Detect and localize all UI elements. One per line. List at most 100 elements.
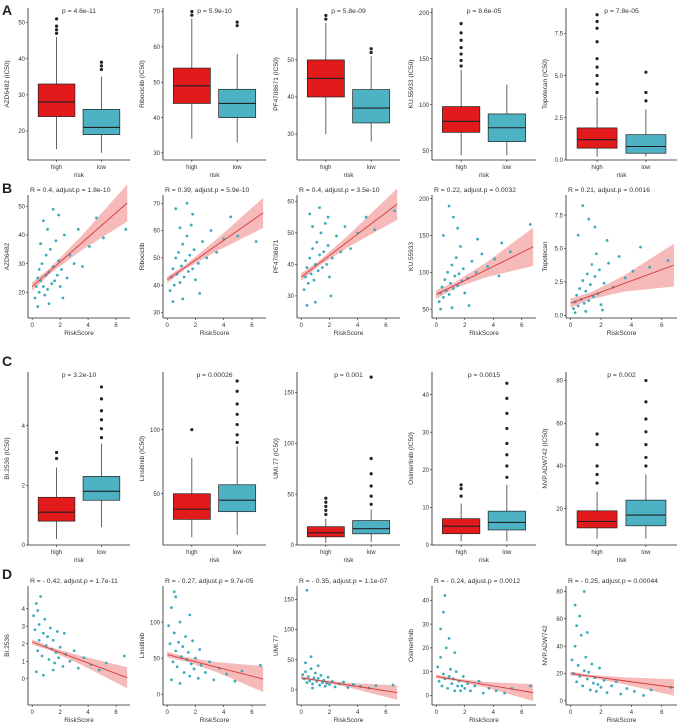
box-low xyxy=(625,499,667,527)
chart-title: R = - 0.42, adjust.p = 1.7e-11 xyxy=(30,578,118,585)
y-tick-label: 20 xyxy=(556,507,563,513)
data-point xyxy=(174,207,178,211)
outlier-point xyxy=(235,402,239,406)
data-point xyxy=(191,212,195,216)
data-point xyxy=(184,635,187,638)
y-tick-label: 150 xyxy=(284,597,295,603)
y-tick-label: 60 xyxy=(556,421,563,427)
data-point xyxy=(72,649,76,653)
data-point xyxy=(170,678,173,682)
data-point xyxy=(174,595,178,599)
x-axis-title: risk xyxy=(209,172,220,179)
data-point xyxy=(57,213,61,217)
data-point xyxy=(591,295,595,299)
data-point xyxy=(181,645,185,648)
outlier-point xyxy=(324,500,328,504)
boxplot-umi-77: 0 50 100 150 risk UMI.77 (IC50) p = 0.001 high l… xyxy=(273,372,400,564)
data-point xyxy=(43,293,47,297)
data-point xyxy=(81,265,84,268)
regression-line xyxy=(436,246,534,295)
y-tick-label: 40 xyxy=(422,598,429,604)
data-point xyxy=(44,644,48,647)
data-point xyxy=(305,681,309,685)
x-tick-label: low xyxy=(97,550,107,556)
x-tick-label: 6 xyxy=(520,323,524,329)
y-axis-title: Linsitinib (IC50) xyxy=(139,436,146,481)
data-point xyxy=(72,262,76,266)
box-low xyxy=(625,134,667,154)
y-axis-title: UMI.77 (IC50) xyxy=(273,438,280,479)
data-point xyxy=(189,223,193,227)
data-point xyxy=(315,240,319,244)
x-tick-label: high xyxy=(320,550,331,556)
boxplot-ku-55933: 50 100 150 200 risk KU.55933 (IC50) p = 8.6e-0… xyxy=(408,8,536,179)
data-point xyxy=(617,255,621,258)
x-tick-label: 4 xyxy=(630,323,634,329)
boxplot-topotecan: 0.0 2.5 5.0 7.5 risk Topotecan (IC50) p = 7.8e… xyxy=(542,8,677,179)
outlier-point xyxy=(595,13,599,17)
data-point xyxy=(205,256,209,260)
data-point xyxy=(602,281,606,285)
confidence-band xyxy=(167,651,264,693)
box-low xyxy=(487,510,526,531)
data-point xyxy=(76,227,80,231)
data-point xyxy=(184,259,187,262)
y-tick-label: 80 xyxy=(556,590,563,596)
data-point xyxy=(451,215,455,219)
data-point xyxy=(570,658,574,662)
box-low xyxy=(352,520,391,535)
confidence-band xyxy=(436,674,534,701)
data-point xyxy=(40,262,44,266)
scatter-bi-2536: R = - 0.42, adjust.p = 1.7e-11 0 1 2 3 4 0 2 4 6 R… xyxy=(4,578,130,722)
y-axis-title: NVP.ADW742 (IC50) xyxy=(542,428,549,488)
data-point xyxy=(349,247,353,251)
data-point xyxy=(203,671,207,674)
data-point xyxy=(441,610,445,614)
y-tick-label: 0.0 xyxy=(555,314,564,320)
data-point xyxy=(575,680,579,684)
data-point xyxy=(182,275,186,279)
outlier-point xyxy=(54,456,59,461)
y-tick-label: 40 xyxy=(18,233,25,239)
boxplot-bi-2536: 0 2 4 risk BI.2536 (IC50) p = 3.2e-10 high low xyxy=(4,372,130,564)
data-point xyxy=(582,669,586,673)
data-point xyxy=(313,671,317,675)
outlier-point xyxy=(644,464,648,468)
y-axis-title: Topotecan xyxy=(542,241,549,271)
data-point xyxy=(500,241,504,245)
data-point xyxy=(463,291,467,295)
outlier-point xyxy=(595,481,599,485)
data-point xyxy=(339,250,343,254)
x-tick-label: 6 xyxy=(520,710,524,716)
data-point xyxy=(596,683,600,686)
y-tick-label: 20 xyxy=(422,468,429,474)
outlier-point xyxy=(235,412,239,416)
x-axis-title: risk xyxy=(616,172,627,179)
data-point xyxy=(585,677,589,681)
outlier-point xyxy=(324,13,328,18)
chart-title: R = - 0.35, adjust.p = 1.1e-07 xyxy=(299,578,388,585)
outlier-point xyxy=(505,426,509,431)
y-tick-label: 7.5 xyxy=(555,213,564,219)
x-axis-title: RiskScore xyxy=(469,330,499,337)
confidence-band xyxy=(301,676,398,700)
data-point xyxy=(439,627,442,631)
y-tick-label: 100 xyxy=(284,441,295,447)
data-point xyxy=(619,692,623,696)
data-point xyxy=(343,225,347,228)
x-tick-label: 2 xyxy=(58,323,62,329)
data-point xyxy=(41,219,45,223)
regression-line xyxy=(300,203,398,278)
x-tick-label: high xyxy=(51,165,62,171)
data-point xyxy=(198,292,202,295)
data-point xyxy=(466,682,470,685)
data-point xyxy=(459,689,462,693)
y-tick-label: 0 xyxy=(22,543,26,549)
data-point xyxy=(581,204,585,208)
data-point xyxy=(480,252,484,256)
data-point xyxy=(178,620,182,624)
data-point xyxy=(320,681,324,685)
data-point xyxy=(374,684,378,688)
y-tick-label: 1 xyxy=(22,659,26,665)
chart-title: R = 0.39, adjust.p = 5.9e-10 xyxy=(165,187,249,194)
